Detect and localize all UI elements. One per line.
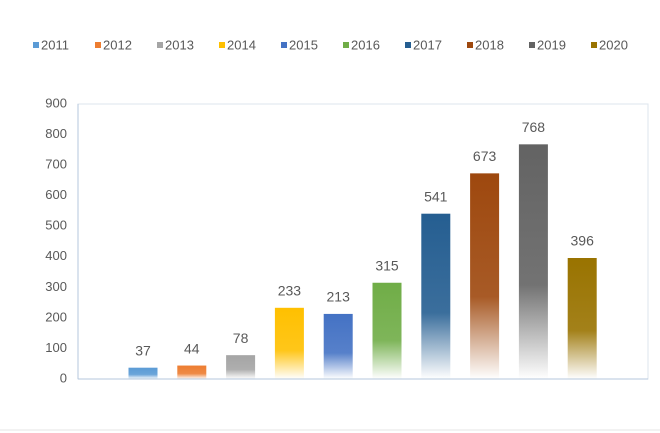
legend-label: 2014 [227,37,256,52]
data-label: 213 [327,289,351,305]
bar [128,367,158,379]
bar [323,313,353,379]
bar [567,258,597,379]
data-label: 233 [278,283,302,299]
bar [372,282,402,379]
legend-swatch [33,42,39,48]
bar [274,307,304,379]
legend-swatch [95,42,101,48]
y-tick-label: 600 [45,187,67,202]
plot-frame [77,103,649,380]
data-label: 396 [571,233,595,249]
data-label: 44 [184,340,200,356]
y-tick-label: 0 [60,370,67,385]
legend-label: 2011 [41,37,69,52]
legend-swatch [219,42,225,48]
legend-swatch [591,42,597,48]
y-tick-label: 700 [45,157,67,172]
legend-swatch [467,42,473,48]
y-tick-label: 400 [45,248,67,263]
legend-label: 2016 [351,37,380,52]
legend-swatch [343,42,349,48]
y-tick-label: 900 [45,95,67,110]
legend-label: 2020 [599,37,628,52]
legend-label: 2017 [413,37,442,52]
legend-label: 2013 [165,37,194,52]
legend-swatch [157,42,163,48]
y-tick-label: 500 [45,218,67,233]
legend-label: 2012 [103,37,132,52]
legend-swatch [405,42,411,48]
data-label: 673 [473,148,497,164]
bar [518,144,548,379]
bar [421,213,451,379]
bar [177,365,207,379]
data-label: 768 [522,119,546,135]
bar [470,173,500,379]
bar [226,355,256,379]
legend-label: 2019 [537,37,566,52]
legend-swatch [281,42,287,48]
legend-label: 2015 [289,37,318,52]
legend-swatch [529,42,535,48]
legend-label: 2018 [475,37,504,52]
y-tick-label: 100 [45,340,67,355]
data-label: 37 [135,342,151,358]
data-label: 541 [424,188,448,204]
y-tick-label: 200 [45,309,67,324]
data-label: 315 [375,257,399,273]
y-tick-label: 300 [45,279,67,294]
data-label: 78 [233,330,249,346]
y-tick-label: 800 [45,126,67,141]
